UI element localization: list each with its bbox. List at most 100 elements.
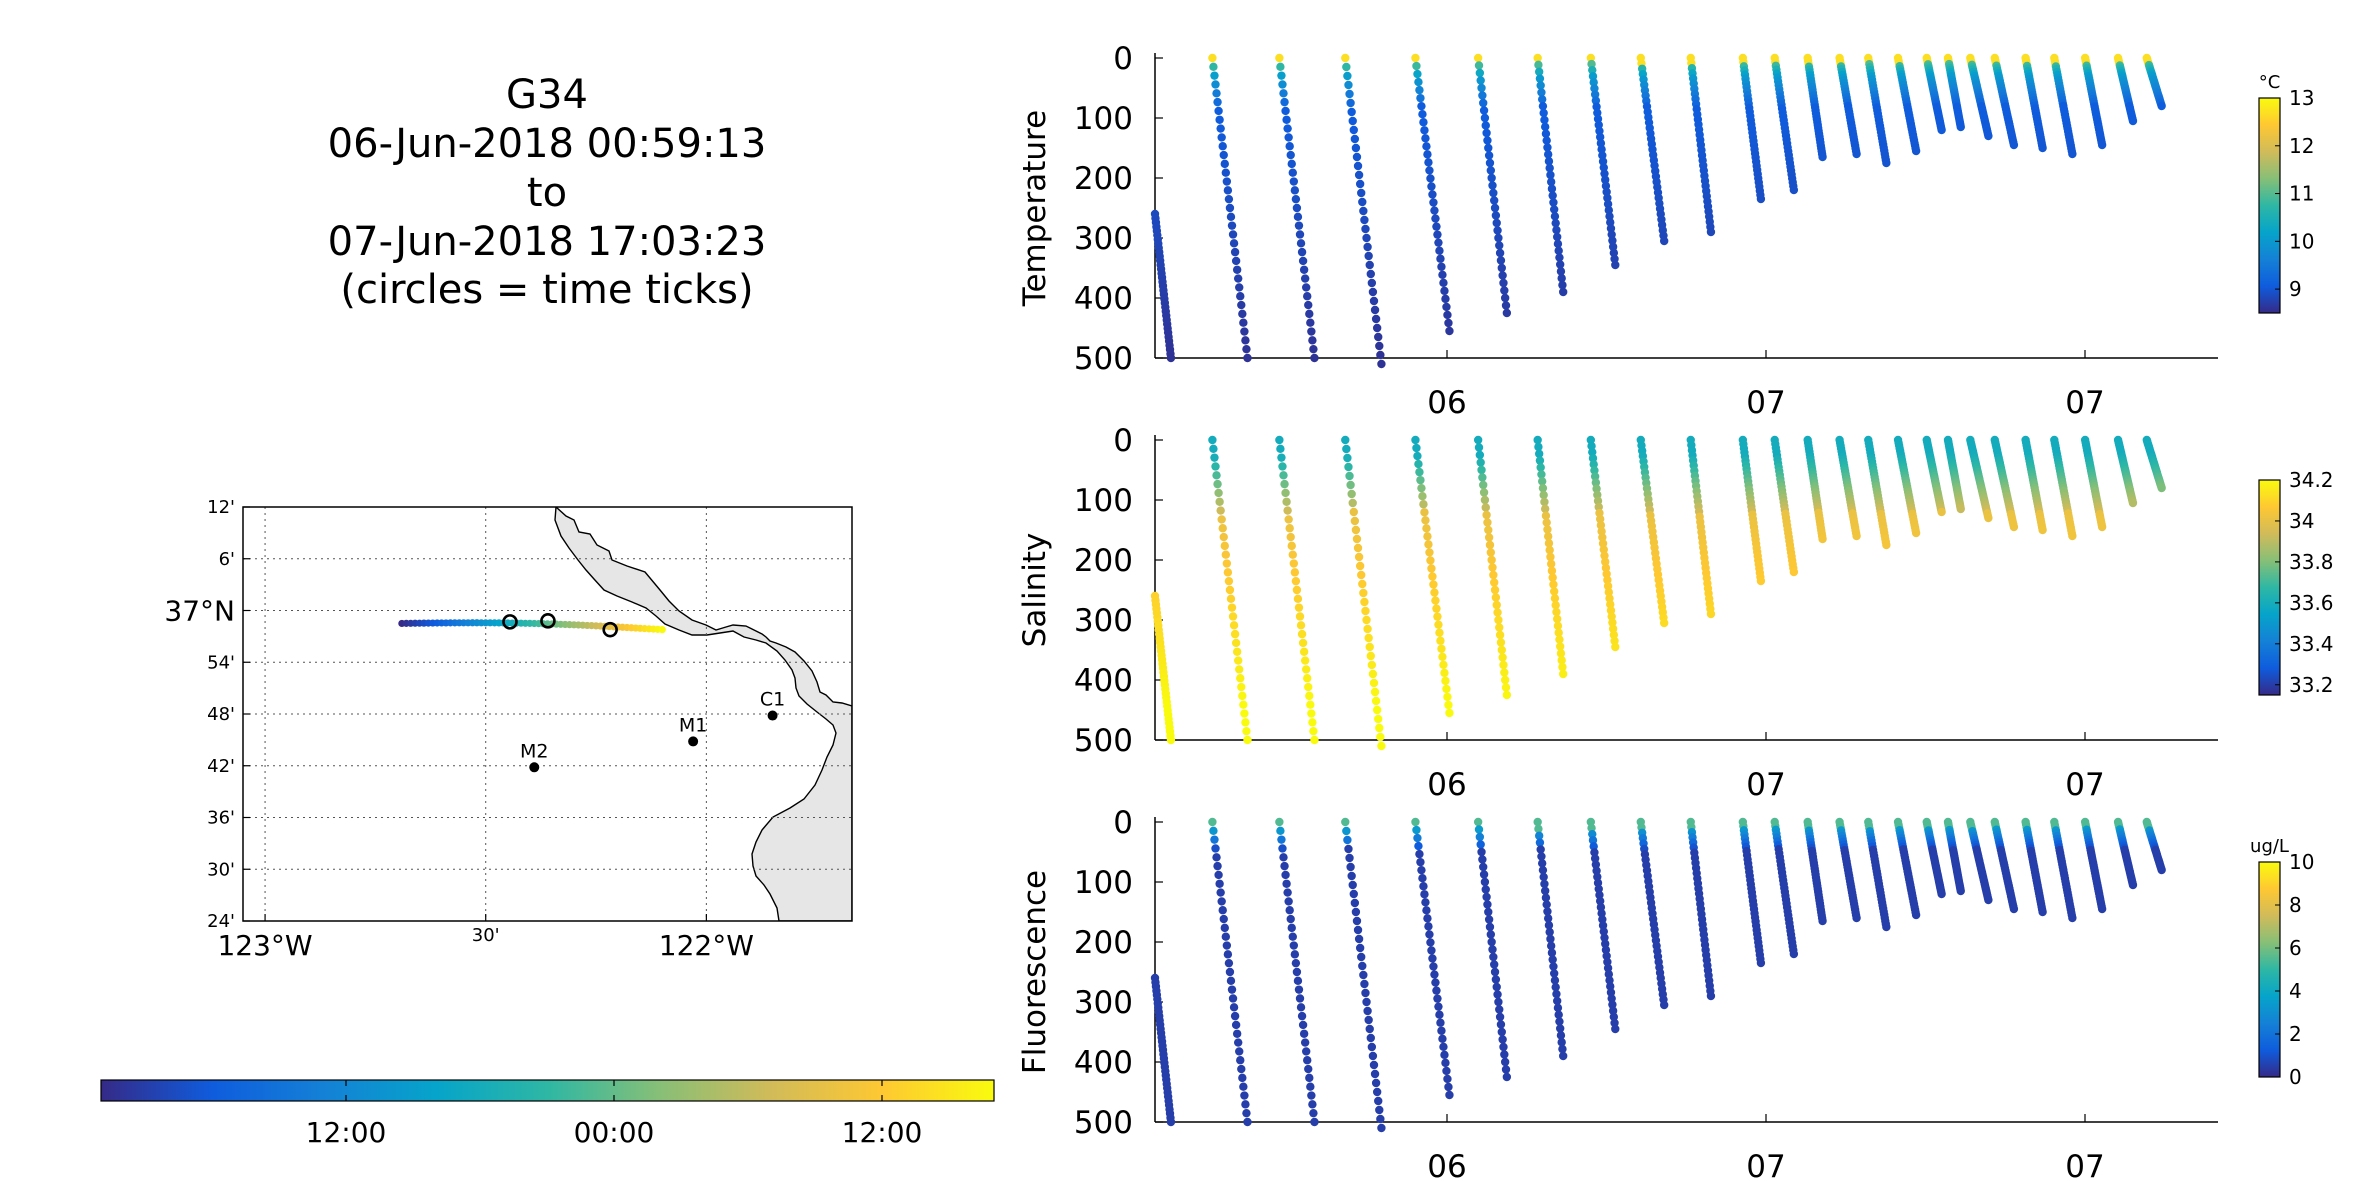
profile-point: [1240, 327, 1249, 336]
x-tick-label: 07: [1746, 1149, 1785, 1181]
profile-point: [1368, 287, 1378, 297]
profile-point: [1587, 823, 1596, 833]
profile-point: [1588, 836, 1598, 845]
profile-point: [1496, 1020, 1506, 1029]
x-tick-label: 07: [1746, 385, 1785, 421]
profile-point: [1485, 922, 1495, 932]
profile-point: [1495, 1005, 1504, 1014]
map-ytick-label: 12': [207, 497, 235, 518]
colorbar-tick-label: 10: [2289, 229, 2314, 253]
profile-point: [1307, 1091, 1316, 1100]
profile-point: [1478, 855, 1487, 864]
profile-point: [1557, 274, 1566, 283]
profile-point: [1480, 877, 1490, 887]
profile-point: [1212, 471, 1221, 480]
profile-point: [1213, 97, 1222, 107]
profile-point: [1166, 353, 1176, 363]
profile-point: [1344, 844, 1353, 854]
title-line-3: to: [527, 170, 567, 216]
profile-point: [2128, 116, 2138, 126]
profile-point: [1598, 533, 1607, 542]
profile-point: [1545, 927, 1554, 937]
profile-point: [1418, 492, 1427, 501]
profile-point: [1212, 89, 1221, 98]
profile-point: [1551, 218, 1560, 228]
profile-point: [1595, 132, 1605, 142]
profile-point: [1375, 723, 1384, 733]
profile-point: [1984, 131, 1993, 141]
colorbar-ramp: [2258, 97, 2281, 314]
map-ytick-label: 36': [207, 808, 235, 829]
profile-point: [1423, 150, 1432, 159]
profile-point: [1445, 1090, 1454, 1100]
profile-point: [1594, 120, 1603, 130]
profile-point: [1554, 246, 1563, 255]
profile-point: [1706, 609, 1716, 619]
profile-point: [1347, 107, 1356, 117]
profile-point: [1431, 596, 1440, 605]
profile-point: [1493, 608, 1502, 617]
profile-point: [1279, 471, 1288, 480]
profile-point: [1345, 853, 1354, 863]
profile-point: [1882, 540, 1891, 550]
profile-point: [1414, 459, 1423, 469]
profile-point: [1209, 444, 1218, 454]
profile-point: [1233, 1038, 1243, 1047]
profile-point: [1608, 242, 1618, 251]
profile-point: [1220, 159, 1229, 169]
profile-point: [1552, 232, 1562, 242]
profile-point: [1241, 336, 1250, 345]
profile-point: [1239, 700, 1248, 709]
colorbar-tick-label: 33.8: [2289, 550, 2334, 574]
profile-point: [1221, 168, 1231, 177]
profile-point: [1552, 989, 1561, 999]
profile-point: [1230, 247, 1240, 257]
profile-point: [1589, 460, 1598, 469]
profile-point: [1590, 854, 1600, 863]
profile-point: [1415, 85, 1424, 95]
profile-point: [1213, 861, 1222, 871]
profile-point: [1551, 600, 1560, 610]
profile-point: [1479, 98, 1488, 108]
profile-point: [1376, 732, 1385, 742]
profile-point: [1239, 318, 1248, 327]
profile-point: [1413, 451, 1422, 461]
profile-point: [1342, 826, 1351, 836]
profile-point: [1553, 1003, 1563, 1013]
profile-point: [1310, 353, 1319, 363]
profile-point: [1543, 150, 1553, 159]
profile-point: [1597, 527, 1606, 536]
profile-point: [1366, 269, 1375, 279]
profile-point: [1607, 230, 1616, 239]
profile-point: [1235, 1047, 1244, 1056]
colorbar-ramp: [2258, 861, 2281, 1078]
profile-point: [1485, 540, 1495, 550]
profile-point: [1482, 510, 1491, 520]
profile-point: [1419, 118, 1428, 127]
profile-point: [1294, 221, 1304, 230]
profile-point: [1552, 607, 1561, 617]
x-tick-label: 07: [2065, 1149, 2104, 1181]
profile-point: [1442, 684, 1451, 694]
profile-point: [1535, 456, 1545, 465]
profile-point: [1359, 588, 1368, 598]
profile-point: [1438, 1034, 1447, 1043]
profile-point: [1283, 124, 1292, 133]
profile-point: [1352, 916, 1362, 926]
profile-point: [1353, 925, 1363, 935]
profile-point: [1433, 230, 1442, 239]
profile-point: [1477, 83, 1486, 93]
profile-point: [1610, 1018, 1619, 1028]
profile-point: [1305, 691, 1314, 701]
profile-point: [1230, 1011, 1240, 1021]
profile-point: [1911, 910, 1921, 920]
profile-point: [1214, 870, 1223, 880]
profile-point: [1354, 934, 1364, 944]
station-label: C1: [760, 689, 785, 711]
profile-point: [1434, 1002, 1443, 1011]
colorbar-tick-label: 34.2: [2289, 468, 2334, 492]
profile-point: [1283, 888, 1292, 897]
profile-point: [1497, 645, 1506, 655]
profile-point: [1415, 467, 1424, 477]
